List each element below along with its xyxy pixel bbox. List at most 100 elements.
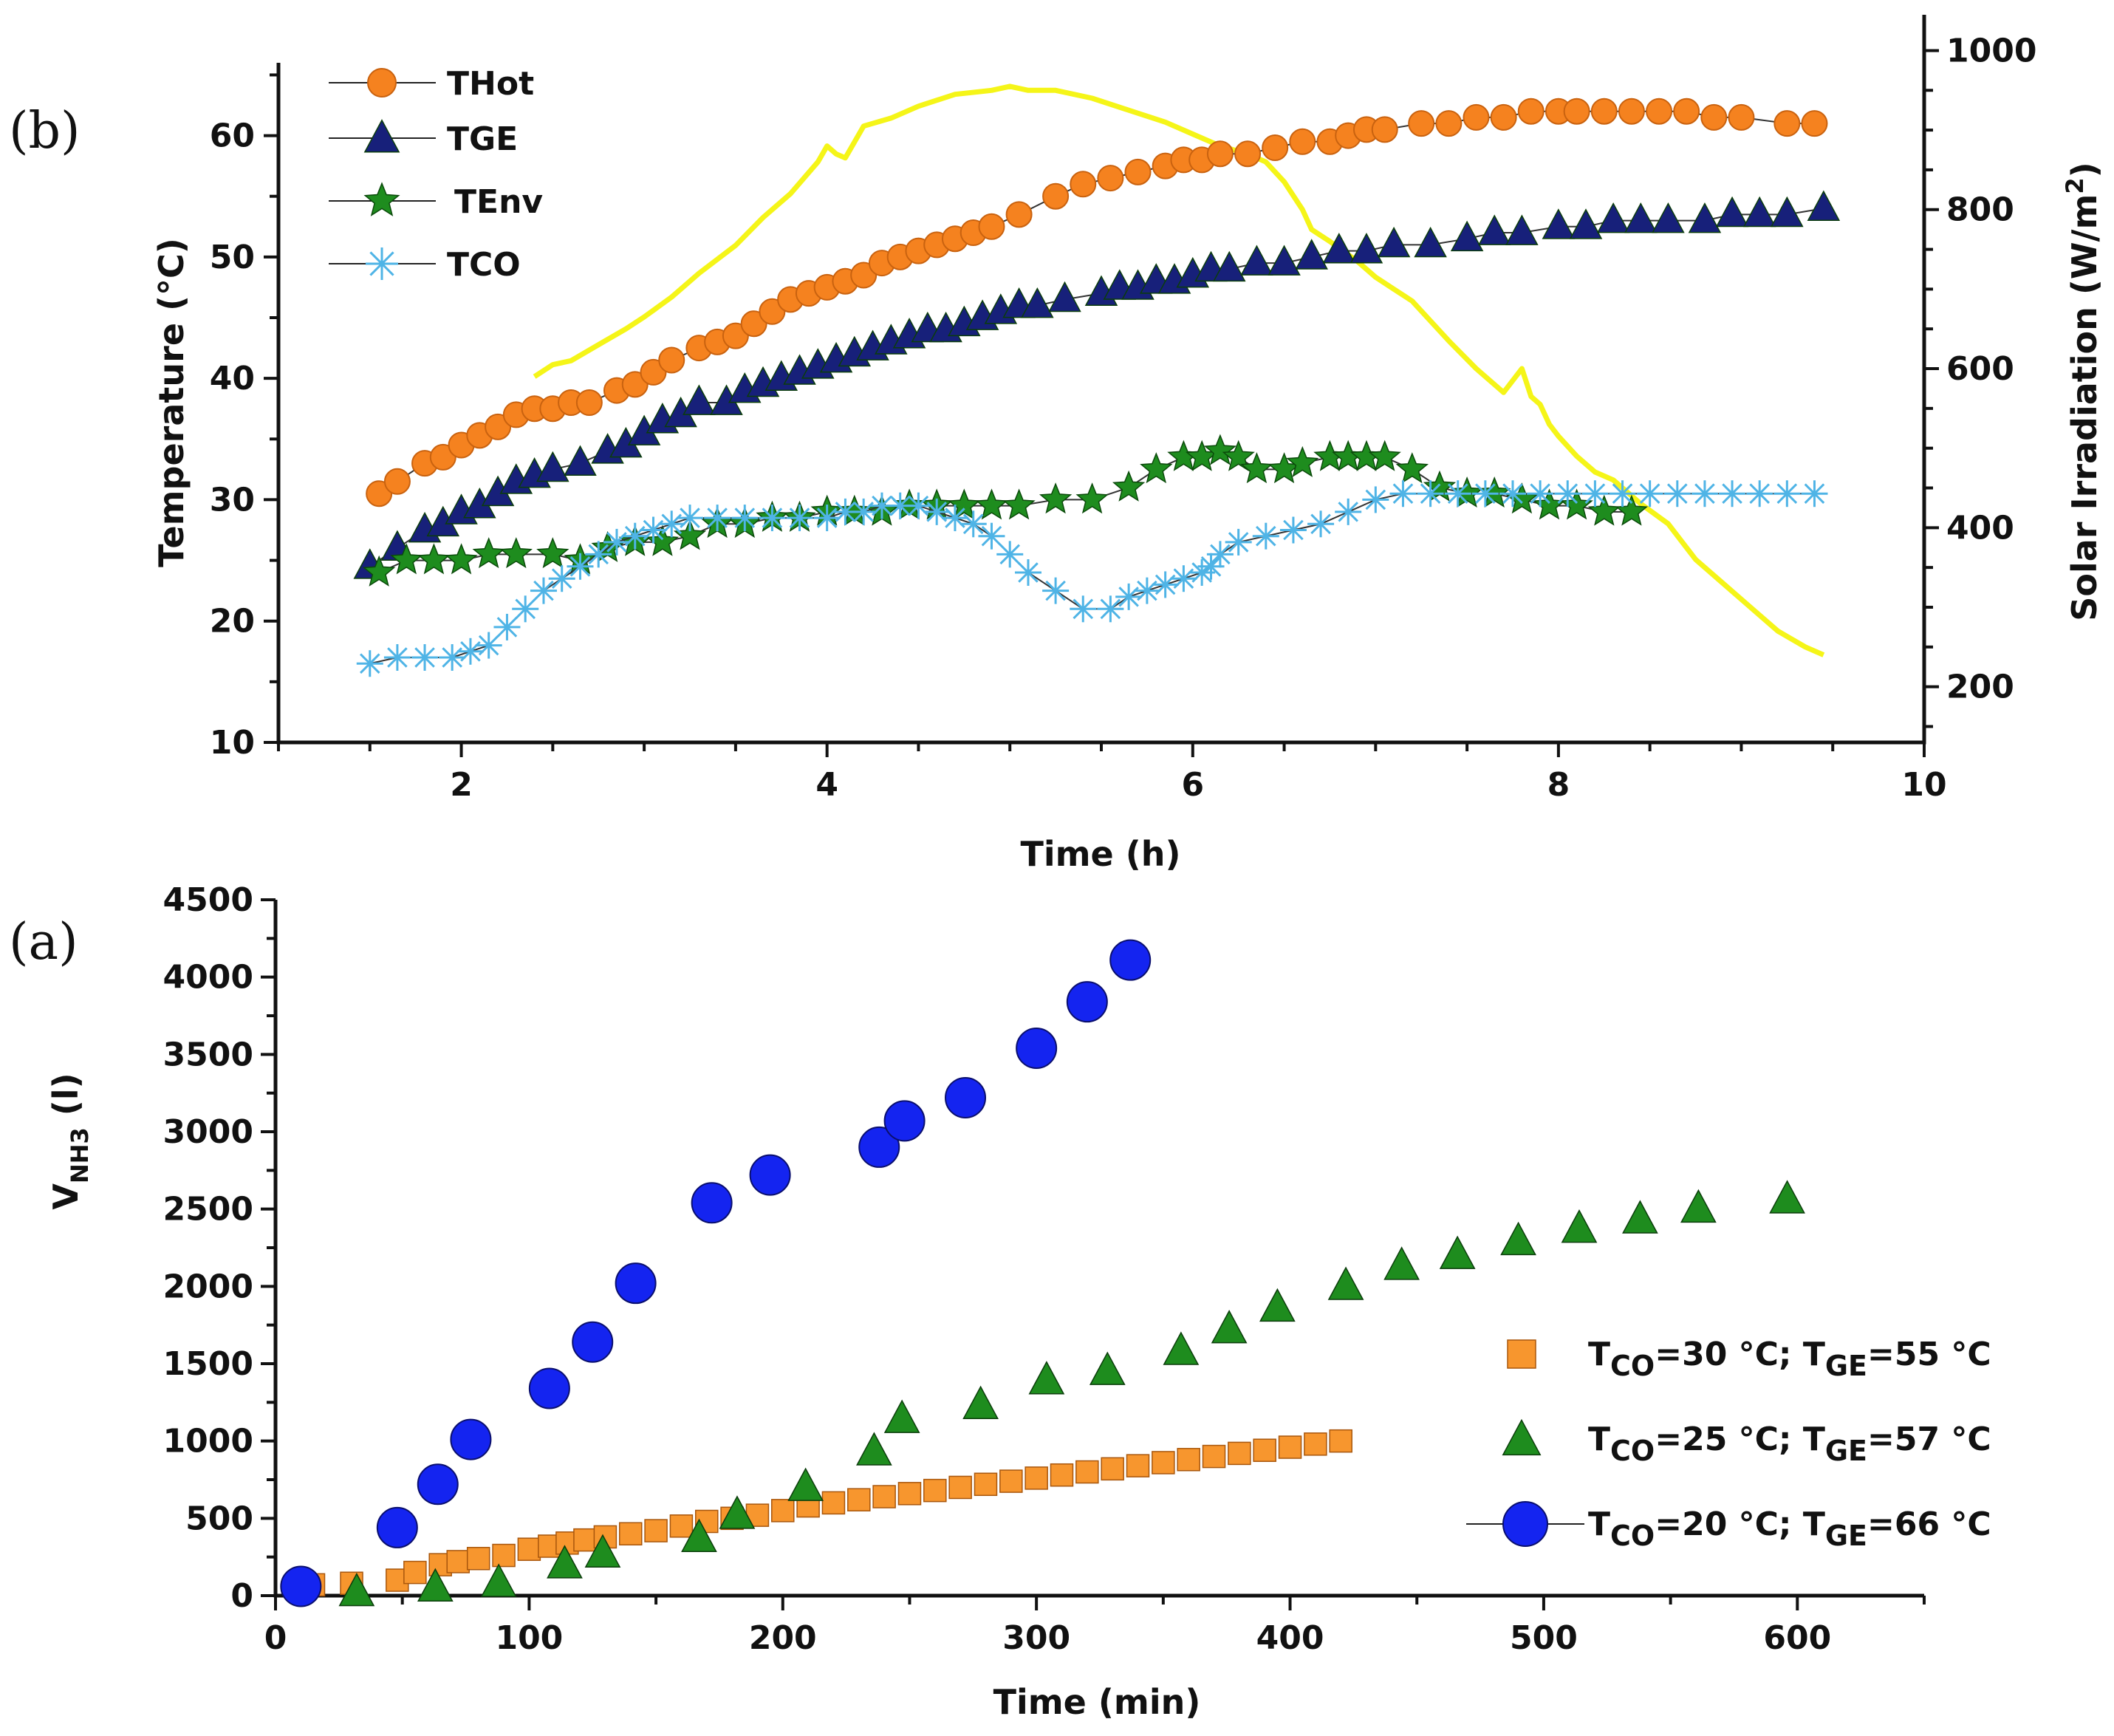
legend-sub-ge: GE xyxy=(1825,1435,1867,1467)
legend-end: =55 °C xyxy=(1867,1336,1991,1373)
tco30-point xyxy=(1228,1441,1251,1466)
tge-point xyxy=(564,445,597,476)
x-tick-label: 4 xyxy=(815,766,838,804)
x-tick-label: 600 xyxy=(1763,1619,1831,1657)
tco-point xyxy=(850,498,878,525)
tco25-point xyxy=(480,1563,517,1597)
tco25-point xyxy=(787,1467,824,1501)
y-tick-label: 50 xyxy=(210,239,255,276)
tge-point xyxy=(1542,208,1576,239)
tco-point xyxy=(1307,510,1335,538)
legend-sub-co: CO xyxy=(1610,1350,1655,1382)
tenv-point xyxy=(1587,494,1621,526)
tenv-point xyxy=(1286,445,1319,477)
tco20-point xyxy=(572,1321,614,1363)
tco20-point xyxy=(615,1262,657,1305)
tco20-point xyxy=(945,1076,987,1118)
tco-point xyxy=(1335,498,1362,525)
tge-point xyxy=(1268,245,1301,276)
legend-marker-thot xyxy=(367,68,397,98)
tco30-point xyxy=(517,1537,541,1561)
tco20-point xyxy=(691,1182,733,1224)
tenv-point xyxy=(1505,482,1539,514)
tco-point xyxy=(1042,577,1070,604)
panel-b-legend-markers xyxy=(363,68,400,280)
legend-marker-tco xyxy=(366,247,398,280)
tenv-point xyxy=(1450,476,1484,508)
tco-point xyxy=(731,505,759,532)
tco20-point xyxy=(883,1100,926,1142)
tge-point xyxy=(683,384,716,415)
panel-a-label: (a) xyxy=(9,913,78,971)
tco20-series xyxy=(280,939,1152,1607)
panel-b-x-axis-title: Time (h) xyxy=(1020,834,1180,874)
tco-point xyxy=(1527,480,1554,508)
thot-point xyxy=(1408,110,1435,137)
legend-sub-ge: GE xyxy=(1825,1520,1867,1552)
tco-point xyxy=(621,522,649,550)
tco-point xyxy=(1554,480,1581,508)
y2-tick-label: 1000 xyxy=(1946,32,2036,69)
tco-point xyxy=(1014,559,1041,586)
thot-point xyxy=(759,298,786,325)
tco-point xyxy=(1609,480,1636,508)
tco-point xyxy=(356,650,383,677)
tco30-point xyxy=(618,1522,643,1546)
y-tick-label: 30 xyxy=(210,481,255,519)
tge-point xyxy=(1021,287,1054,318)
tco25-point xyxy=(584,1534,621,1568)
panel-a-y-title-close: (l) xyxy=(46,1073,86,1127)
tenv-point xyxy=(1002,488,1036,520)
thot-point xyxy=(1618,98,1645,125)
legend-marker-tge xyxy=(363,119,400,153)
tge-point xyxy=(1715,196,1749,228)
tco30-point xyxy=(1304,1432,1327,1456)
thot-point xyxy=(722,322,749,349)
tenv-point xyxy=(1039,482,1073,514)
tco20-point xyxy=(376,1506,418,1548)
tco-point xyxy=(1581,480,1609,508)
tco25-point xyxy=(1383,1246,1420,1280)
tge-point xyxy=(1688,202,1722,233)
tco30-point xyxy=(403,1560,427,1585)
thot-point xyxy=(575,389,603,416)
tco20-point xyxy=(858,1126,900,1168)
tge-point xyxy=(1807,190,1841,221)
tge-point xyxy=(1505,214,1539,245)
legend-mid: =25 °C; T xyxy=(1655,1421,1825,1458)
x-tick-label: 500 xyxy=(1510,1619,1578,1657)
tco-markers xyxy=(356,480,1828,677)
tge-point xyxy=(1477,214,1511,245)
tco-point xyxy=(567,553,594,580)
tco20-point xyxy=(749,1154,791,1196)
thot-point xyxy=(1206,140,1234,168)
tco-point xyxy=(959,510,987,538)
y-tick-label: 20 xyxy=(210,603,255,640)
tge-point xyxy=(1652,202,1685,233)
tco25-point xyxy=(719,1495,756,1529)
x-tick-label: 100 xyxy=(495,1619,563,1657)
thot-point xyxy=(740,310,767,338)
legend-sub-ge: GE xyxy=(1825,1350,1867,1382)
x-tick-label: 200 xyxy=(749,1619,817,1657)
panel-a-ticks: 0 100 200 300 400 500 600 0 500 1000 1500 2000 2500 3… xyxy=(163,881,1926,1657)
tco30-point xyxy=(821,1491,846,1515)
panel-b-frame xyxy=(276,15,1926,745)
tco20-point xyxy=(1016,1027,1058,1069)
tenv-point xyxy=(1395,452,1429,484)
tco30-point xyxy=(1253,1438,1276,1462)
tge-markers xyxy=(353,190,1841,579)
panel-b-y2-title-close: ) xyxy=(2065,162,2104,177)
tco25-point xyxy=(962,1385,999,1419)
tco30-point xyxy=(466,1547,490,1571)
tco20-point xyxy=(417,1463,459,1506)
tenv-point xyxy=(1222,440,1255,471)
tco25-point xyxy=(547,1545,583,1579)
tco-point xyxy=(1225,528,1252,556)
panel-b-legend: THot TGE TEnv TCO xyxy=(329,65,543,284)
tenv-point xyxy=(1478,476,1511,508)
tco-point xyxy=(786,505,813,532)
tge-point xyxy=(1295,239,1328,270)
tco25-point xyxy=(1089,1351,1126,1385)
